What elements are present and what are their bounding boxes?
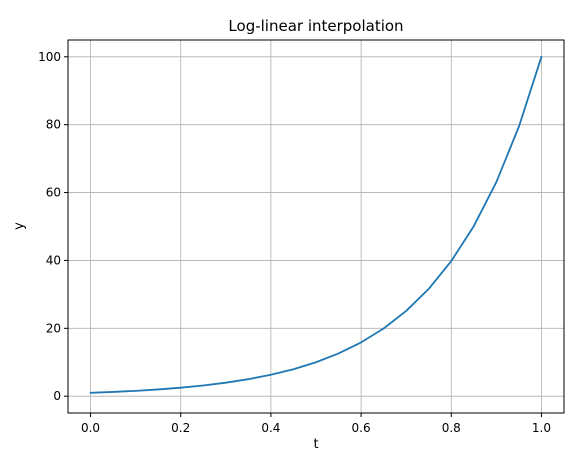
- chart-title: Log-linear interpolation: [228, 17, 403, 35]
- x-tick-label: 0.0: [81, 421, 100, 435]
- series-layer: [89, 55, 543, 394]
- x-tick-label: 1.0: [532, 421, 551, 435]
- series-line: [89, 55, 543, 394]
- plot-frame: [67, 39, 565, 414]
- y-tick-label: 0: [53, 389, 61, 403]
- grid: [68, 40, 564, 413]
- y-axis: 0 20 40 60 80 100: [38, 50, 68, 403]
- y-axis-label: y: [12, 222, 27, 230]
- x-axis-label: t: [313, 437, 318, 452]
- x-axis: 0.0 0.2 0.4 0.6 0.8 1.0: [81, 413, 551, 435]
- x-tick-label: 0.6: [352, 421, 371, 435]
- x-tick-label: 0.4: [261, 421, 280, 435]
- x-tick-label: 0.2: [171, 421, 190, 435]
- y-tick-label: 100: [38, 50, 61, 64]
- x-tick-label: 0.8: [442, 421, 461, 435]
- y-tick-label: 20: [46, 321, 61, 335]
- y-tick-label: 60: [46, 186, 61, 200]
- y-tick-label: 40: [46, 253, 61, 267]
- y-tick-label: 80: [46, 118, 61, 132]
